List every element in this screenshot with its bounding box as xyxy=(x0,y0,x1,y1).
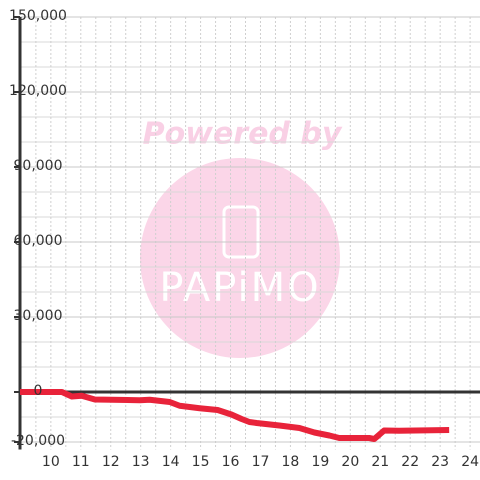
watermark: Powered by PAPiMO xyxy=(140,117,343,358)
x-tick-label: 16 xyxy=(222,454,240,470)
x-tick-label: 10 xyxy=(42,454,60,470)
watermark-icon xyxy=(222,205,260,259)
watermark-text: Powered by xyxy=(143,117,343,152)
y-tick-label: 150,000 xyxy=(9,8,67,24)
y-tick-label: 120,000 xyxy=(9,83,67,99)
x-tick-label: 12 xyxy=(102,454,120,470)
x-tick-label: 24 xyxy=(461,454,479,470)
x-tick-label: 13 xyxy=(132,454,150,470)
y-tick-label: -20,000 xyxy=(11,433,65,449)
watermark-text: PAPiMO xyxy=(159,265,320,311)
data-line xyxy=(20,389,450,442)
y-tick-label: 60,000 xyxy=(14,233,63,249)
x-tick-label: 19 xyxy=(311,454,329,470)
x-tick-label: 20 xyxy=(341,454,359,470)
x-tick-label: 15 xyxy=(192,454,210,470)
x-tick-label: 21 xyxy=(371,454,389,470)
x-tick-label: 11 xyxy=(72,454,90,470)
x-tick-label: 23 xyxy=(431,454,449,470)
y-tick-label: 0 xyxy=(34,383,43,399)
x-tick-label: 22 xyxy=(401,454,419,470)
plot xyxy=(20,389,450,442)
x-tick-label: 14 xyxy=(162,454,180,470)
y-tick-label: 30,000 xyxy=(14,308,63,324)
x-tick-label: 18 xyxy=(282,454,300,470)
grid xyxy=(14,16,480,450)
x-tick-label: 17 xyxy=(252,454,270,470)
y-tick-label: 90,000 xyxy=(14,158,63,174)
